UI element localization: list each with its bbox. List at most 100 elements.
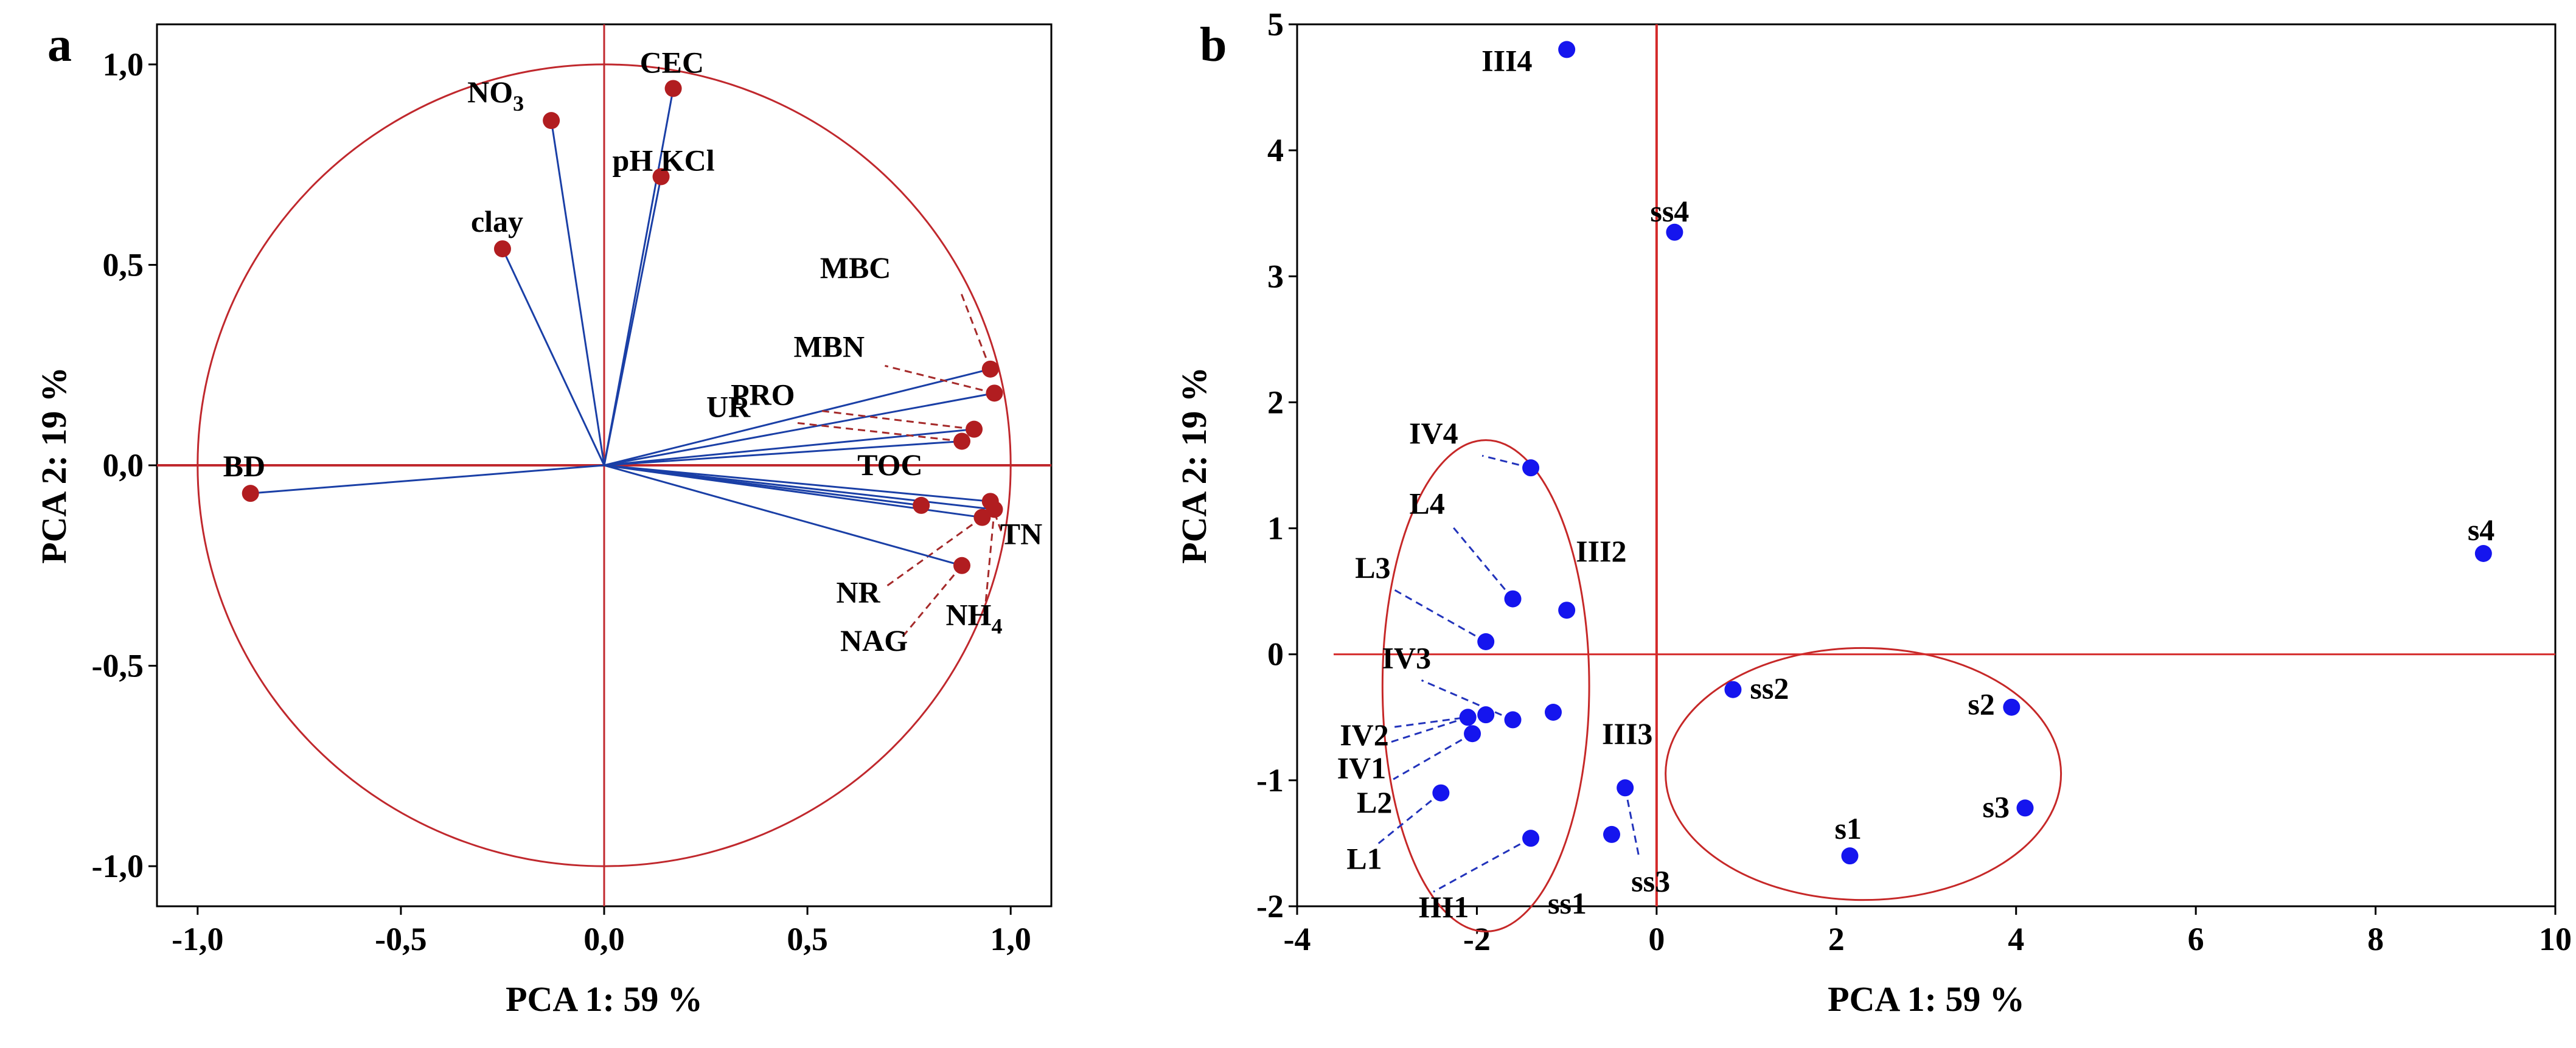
cluster-ellipse-2 (1665, 647, 2063, 901)
y-tick-label: -2 (1256, 888, 1284, 925)
x-tick-label: 0 (1648, 921, 1665, 957)
leader-line-ss3 (1624, 787, 1640, 855)
score-point-s1 (1841, 847, 1859, 865)
loading-point-nag (953, 557, 970, 574)
loading-point-toc (913, 496, 930, 514)
y-tick-label: 5 (1267, 6, 1284, 43)
leader-line-iii1 (1433, 837, 1531, 893)
point-label-l1: L1 (1346, 842, 1382, 876)
point-label-clay: clay (471, 204, 523, 238)
point-label-iii1: III1 (1418, 890, 1469, 924)
loading-point-ph-kcl (652, 168, 670, 186)
x-tick-label: 0,0 (583, 921, 625, 957)
point-label-s3: s3 (1982, 789, 2009, 824)
loading-vector-bd (250, 464, 605, 495)
point-label-s2: s2 (1968, 687, 1994, 721)
loading-vector-nh (604, 464, 995, 510)
point-label-mbc: MBC (820, 251, 891, 285)
score-point-iv3 (1504, 711, 1522, 729)
point-label-l4: L4 (1410, 487, 1445, 521)
score-point-s4 (2474, 545, 2492, 562)
loading-vector-mbc (604, 368, 991, 467)
x-tick-label: 0,5 (787, 921, 828, 957)
y-tick-label: 0,5 (103, 246, 144, 283)
x-tick-label: -2 (1463, 921, 1491, 957)
point-label-iv4: IV4 (1409, 416, 1458, 450)
point-label-iii4: III4 (1481, 43, 1532, 77)
y-tick-label: -0,5 (92, 648, 144, 684)
point-label-pro: PRO (731, 378, 795, 412)
leader-line-mbn (885, 364, 995, 394)
point-label-iv1: IV1 (1337, 751, 1387, 785)
point-label-ss3: ss3 (1631, 864, 1670, 898)
x-tick-label: 2 (1828, 921, 1845, 957)
point-label-iii2: III2 (1576, 534, 1626, 568)
point-label-bd: BD (223, 449, 265, 483)
point-label-l3: L3 (1355, 550, 1390, 585)
point-label-l2: L2 (1357, 785, 1392, 819)
score-point-iv2 (1477, 706, 1495, 724)
loading-point-mbn (986, 384, 1003, 402)
point-label-ss2: ss2 (1750, 671, 1789, 706)
score-point-iii1 (1522, 830, 1540, 847)
x-tick-label: 4 (2008, 921, 2024, 957)
x-axis-label: PCA 1: 59 % (1828, 979, 2025, 1019)
point-label-ss1: ss1 (1548, 886, 1587, 920)
loading-vector-nag (604, 464, 963, 567)
y-axis-label: PCA 2: 19 % (1174, 367, 1214, 564)
leader-line-l2 (1393, 732, 1473, 780)
score-point-s2 (2003, 698, 2021, 716)
point-label-s4: s4 (2468, 513, 2494, 547)
loading-vector-ph-kcl (603, 176, 663, 466)
score-point-l2 (1464, 725, 1481, 743)
score-point-ss4 (1666, 223, 1683, 241)
y-tick-label: 2 (1267, 384, 1284, 420)
score-point-iii3 (1544, 704, 1562, 721)
leader-line-l4 (1451, 525, 1514, 600)
leader-line-nag (900, 564, 963, 639)
point-label-iv3: IV3 (1382, 640, 1432, 675)
loading-point-nr (973, 508, 991, 526)
loading-point-mbc (981, 360, 999, 378)
point-label-ss4: ss4 (1650, 194, 1689, 228)
score-point-ss3 (1617, 779, 1634, 797)
score-point-iv4 (1522, 459, 1540, 477)
leader-line-mbc (959, 290, 992, 370)
y-tick-label: 0,0 (103, 447, 144, 484)
score-point-ss1 (1603, 825, 1620, 843)
panel-label-a: a (47, 18, 72, 72)
x-tick-label: 8 (2367, 921, 2384, 957)
score-point-s3 (2016, 799, 2034, 817)
leader-line-l3 (1394, 589, 1486, 643)
y-tick-label: 4 (1267, 132, 1284, 168)
loading-vector-clay (501, 248, 605, 466)
y-axis-label: PCA 2: 19 % (34, 367, 74, 564)
leader-line-iv1 (1382, 716, 1469, 746)
loading-point-pro (966, 420, 983, 438)
loading-point-ur (953, 432, 970, 450)
point-label-iv2: IV2 (1340, 718, 1389, 752)
point-label-nh: NH4 (945, 598, 1002, 639)
leader-line-l1 (1376, 792, 1442, 845)
loading-vector-tn (604, 464, 990, 502)
y-tick-label: 0 (1267, 636, 1284, 673)
y-tick-label: -1,0 (92, 848, 144, 884)
x-tick-label: 1,0 (990, 921, 1031, 957)
x-tick-label: 10 (2539, 921, 2572, 957)
loading-vector-no (550, 120, 605, 466)
loading-point-bd (242, 485, 259, 502)
point-label-mbn: MBN (793, 329, 865, 363)
score-point-ss2 (1724, 681, 1742, 698)
loading-vector-ur (604, 440, 963, 467)
loading-vector-mbn (604, 392, 995, 467)
point-label-nr: NR (836, 575, 880, 609)
point-label-cec: CEC (640, 45, 705, 79)
chart-panel-a: -1,0 -0,5 0,0 0,5 1,0 -1,0 -0,5 0,0 0,5 1,0 PCA 1:… (34, 18, 1053, 1019)
y-tick-label: -1 (1256, 762, 1284, 799)
score-point-l4 (1504, 590, 1522, 608)
score-point-iii4 (1558, 41, 1576, 58)
leader-line-iv3 (1421, 679, 1514, 721)
loading-point-cec (664, 80, 682, 97)
